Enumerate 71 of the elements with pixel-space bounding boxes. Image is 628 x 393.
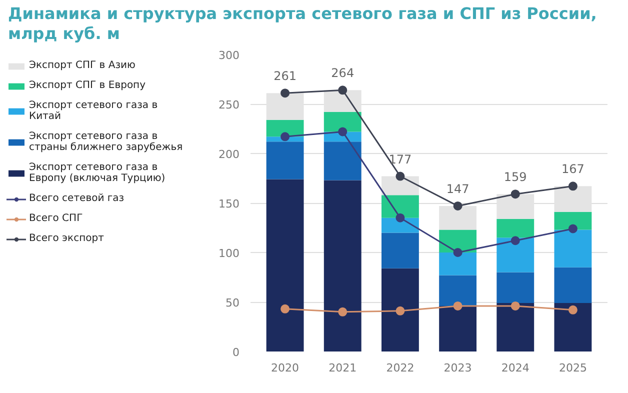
chart-title: Динамика и структура экспорта сетевого газа и СПГ из России, млрд куб. м	[8, 4, 598, 44]
legend-label: Экспорт сетевого газа в Европу (включая Турцию)	[29, 162, 166, 184]
data-label: 147	[446, 182, 470, 196]
point	[396, 213, 405, 222]
point	[568, 182, 578, 191]
bar	[324, 112, 362, 132]
y-tick-label: 100	[218, 247, 240, 260]
x-tick-label: 2023	[444, 362, 472, 374]
point	[280, 304, 290, 314]
bar	[496, 272, 534, 303]
bar	[266, 142, 304, 180]
legend-label: Экспорт сетевого газа в страны ближнего зарубежья	[29, 131, 183, 153]
bar	[439, 306, 477, 352]
legend-label: Экспорт сетевого газа в Китай	[29, 100, 158, 122]
data-label: 167	[562, 162, 584, 176]
y-tick-label: 0	[232, 346, 240, 359]
bar	[266, 120, 304, 137]
point	[453, 301, 462, 310]
point	[510, 301, 520, 310]
point	[338, 127, 348, 136]
legend-label: Экспорт СПГ в Азию	[29, 60, 136, 71]
bar	[381, 195, 419, 218]
legend-label: Экспорт СПГ в Европу	[29, 80, 146, 91]
x-tick-label: 2021	[328, 362, 357, 374]
data-label: 264	[331, 66, 354, 80]
legend-label: Всего СПГ	[29, 213, 83, 224]
point	[396, 306, 405, 316]
bar	[554, 302, 592, 352]
bar	[324, 180, 362, 352]
y-tick-label: 50	[226, 296, 240, 310]
bar	[439, 275, 477, 306]
point	[510, 236, 520, 246]
bar	[266, 179, 304, 352]
bar	[554, 230, 592, 268]
point	[280, 88, 290, 98]
bar	[496, 218, 534, 238]
x-tick-label: 2022	[386, 362, 414, 374]
point	[453, 248, 462, 257]
point	[396, 172, 405, 181]
point	[568, 305, 578, 314]
point	[338, 307, 348, 316]
point	[568, 224, 578, 234]
y-tick-label: 300	[218, 49, 240, 62]
bar	[554, 267, 592, 303]
bar	[496, 194, 534, 219]
bar	[324, 142, 362, 180]
bar	[439, 230, 477, 252]
x-tick-label: 2024	[501, 362, 530, 374]
bar	[439, 206, 477, 230]
bar	[496, 302, 534, 352]
point	[338, 86, 348, 95]
y-tick-label: 150	[218, 198, 240, 210]
data-label: 177	[388, 152, 412, 166]
bar	[496, 238, 534, 272]
bar	[381, 176, 419, 196]
point	[453, 201, 462, 210]
data-label: 261	[274, 69, 297, 84]
bar	[554, 186, 592, 212]
x-tick-label: 2025	[558, 362, 587, 374]
legend-label: Всего сетевой газ	[29, 193, 124, 204]
bar	[381, 232, 419, 268]
x-tick-label: 2020	[271, 362, 300, 374]
bar	[554, 212, 592, 230]
y-tick-label: 250	[218, 98, 240, 112]
y-tick-label: 200	[218, 148, 240, 161]
point	[510, 190, 520, 199]
bar	[381, 268, 419, 352]
legend-label: Всего экспорт	[29, 233, 104, 244]
data-label: 159	[504, 170, 527, 184]
bar	[439, 252, 477, 276]
point	[280, 132, 290, 142]
